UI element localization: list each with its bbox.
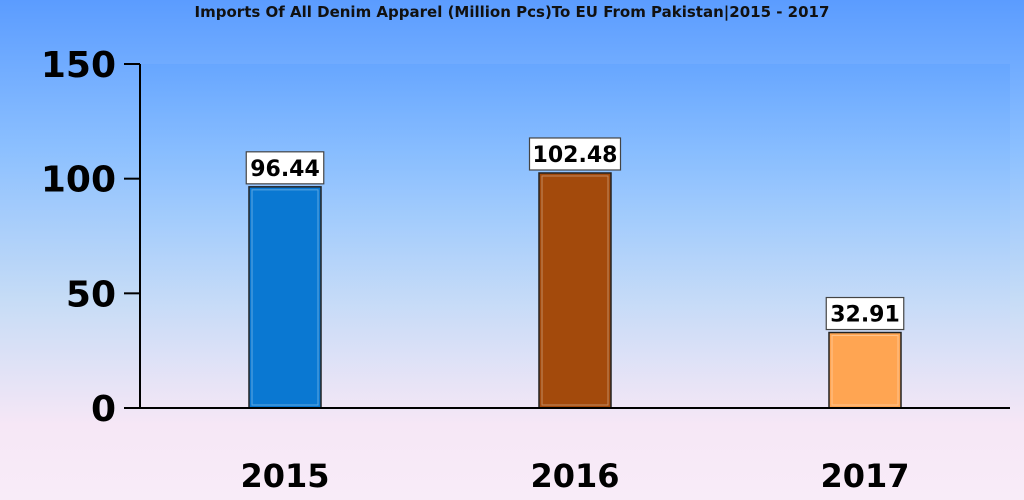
bar-bevel — [251, 189, 319, 406]
data-label-box — [825, 296, 905, 331]
data-label: 32.91 — [830, 303, 900, 328]
bars — [248, 172, 902, 409]
x-tick-label: 2017 — [820, 457, 909, 495]
y-tick-label: 150 — [41, 45, 116, 86]
x-tick-label: 2016 — [530, 457, 619, 495]
data-label-box — [528, 137, 622, 171]
y-tick-label: 0 — [91, 389, 116, 430]
data-label: 102.48 — [533, 143, 618, 168]
bar-bevel — [541, 175, 609, 406]
data-label-box — [245, 151, 325, 185]
x-tick-label: 2015 — [240, 457, 329, 495]
bar-bevel — [831, 335, 899, 406]
bar-2016 — [538, 172, 612, 409]
y-axis-ticks: 0 50 100 150 — [41, 45, 140, 430]
x-axis-labels: 2015 2016 2017 — [240, 457, 909, 495]
y-tick-label: 50 — [66, 274, 116, 315]
bar-2015 — [248, 186, 322, 409]
chart-title: Imports Of All Denim Apparel (Million Pc… — [194, 3, 830, 21]
y-tick-label: 100 — [41, 160, 116, 201]
data-labels: 96.44 102.48 32.91 — [245, 137, 905, 331]
data-label: 96.44 — [250, 157, 320, 182]
bar-2017 — [828, 331, 902, 409]
